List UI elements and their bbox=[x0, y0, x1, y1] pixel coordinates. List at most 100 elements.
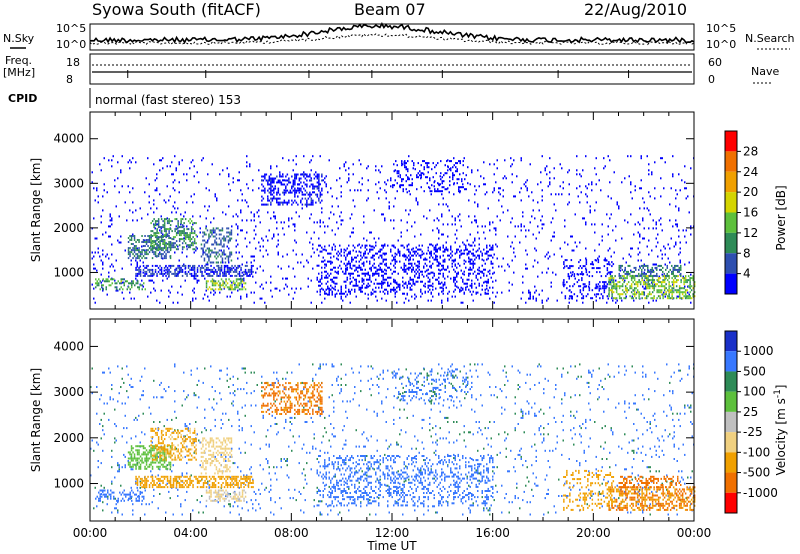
heatmap-cell-0 bbox=[420, 295, 422, 298]
heatmap-cell-0 bbox=[595, 283, 597, 286]
heatmap-cell-0 bbox=[141, 375, 143, 378]
heatmap-cell-3 bbox=[178, 230, 181, 233]
heatmap-cell-0 bbox=[591, 223, 593, 226]
heatmap-cell-0 bbox=[442, 223, 444, 226]
heatmap-cell-0 bbox=[207, 480, 209, 483]
heatmap-cell-7 bbox=[318, 179, 320, 182]
heatmap-cell-8 bbox=[436, 278, 438, 281]
heatmap-cell-0 bbox=[114, 441, 116, 444]
heatmap-cell-11 bbox=[633, 289, 636, 292]
heatmap-cell-8 bbox=[399, 260, 401, 263]
heatmap-cell-11 bbox=[615, 287, 618, 290]
heatmap-cell-0 bbox=[654, 263, 656, 266]
heatmap-cell-4 bbox=[145, 264, 148, 267]
heatmap-cell-4 bbox=[210, 270, 212, 273]
heatmap-cell-6 bbox=[238, 278, 241, 281]
heatmap-cell-9 bbox=[455, 166, 457, 169]
heatmap-cell-8 bbox=[351, 272, 353, 275]
heatmap-cell-0 bbox=[97, 201, 99, 204]
heatmap-cell-5 bbox=[229, 239, 231, 242]
heatmap-cell-0 bbox=[351, 231, 353, 234]
heatmap-cell-0 bbox=[240, 295, 242, 298]
heatmap-cell-5 bbox=[221, 251, 224, 254]
heatmap-cell-8 bbox=[484, 280, 486, 283]
heatmap-cell-0 bbox=[441, 193, 443, 196]
heatmap-cell-0 bbox=[648, 253, 650, 256]
heatmap-cell-4 bbox=[150, 272, 152, 275]
heatmap-cell-0 bbox=[253, 229, 255, 232]
heatmap-cell-8 bbox=[321, 246, 323, 249]
heatmap-cell-0 bbox=[168, 490, 170, 493]
heatmap-cell-0 bbox=[529, 291, 531, 294]
heatmap-cell-8 bbox=[391, 244, 393, 247]
heatmap-cell-0 bbox=[483, 259, 485, 262]
heatmap-cell-0 bbox=[367, 179, 369, 182]
heatmap-cell-0 bbox=[121, 267, 123, 270]
heatmap-cell-0 bbox=[276, 201, 278, 204]
heatmap-cell-0 bbox=[544, 167, 546, 170]
heatmap-cell-10 bbox=[599, 267, 601, 270]
heatmap-cell-0 bbox=[685, 187, 687, 190]
heatmap-cell-5 bbox=[220, 239, 222, 242]
heatmap-cell-9 bbox=[401, 180, 403, 183]
heatmap-cell-8 bbox=[448, 270, 450, 273]
heatmap-cell-8 bbox=[330, 252, 332, 255]
heatmap-cell-12 bbox=[665, 268, 667, 271]
heatmap-cell-0 bbox=[475, 221, 477, 224]
heatmap-cell-0 bbox=[399, 283, 401, 286]
heatmap-cell-2 bbox=[148, 251, 151, 254]
heatmap-cell-4 bbox=[202, 274, 205, 277]
heatmap-cell-0 bbox=[229, 392, 231, 395]
heatmap-cell-0 bbox=[670, 237, 672, 240]
heatmap-cell-8 bbox=[339, 264, 341, 267]
heatmap-cell-8 bbox=[486, 244, 488, 247]
heatmap-cell-0 bbox=[291, 449, 293, 452]
heatmap-cell-7 bbox=[316, 185, 319, 188]
heatmap-cell-8 bbox=[414, 282, 416, 285]
heatmap-cell-8 bbox=[330, 288, 332, 291]
heatmap-cell-6 bbox=[231, 288, 233, 291]
heatmap-cell-0 bbox=[348, 173, 350, 176]
heatmap-cell-8 bbox=[382, 278, 384, 281]
heatmap-cell-8 bbox=[375, 266, 377, 269]
heatmap-cell-0 bbox=[165, 271, 167, 274]
heatmap-cell-0 bbox=[144, 433, 146, 436]
heatmap-cell-0 bbox=[538, 209, 540, 212]
heatmap-cell-0 bbox=[394, 281, 396, 284]
heatmap-cell-8 bbox=[403, 282, 405, 285]
heatmap-cell-12 bbox=[618, 264, 620, 267]
heatmap-cell-6 bbox=[232, 288, 235, 291]
heatmap-cell-3 bbox=[175, 248, 178, 251]
heatmap-cell-0 bbox=[582, 301, 584, 304]
heatmap-cell-8 bbox=[318, 264, 320, 267]
heatmap-cell-8 bbox=[384, 252, 386, 255]
heatmap-cell-0 bbox=[432, 271, 434, 274]
heatmap-cell-4 bbox=[138, 272, 140, 275]
heatmap-cell-8 bbox=[325, 282, 327, 285]
heatmap-cell-0 bbox=[352, 227, 354, 230]
heatmap-cell-0 bbox=[145, 177, 147, 180]
heatmap-cell-8 bbox=[349, 250, 351, 253]
heatmap-cell-0 bbox=[529, 295, 531, 298]
heatmap-cell-8 bbox=[424, 258, 426, 261]
heatmap-cell-9 bbox=[455, 162, 457, 165]
heatmap-cell-0 bbox=[183, 371, 185, 374]
heatmap-cell-0 bbox=[526, 253, 528, 256]
heatmap-cell-8 bbox=[328, 260, 330, 263]
heatmap-cell-10 bbox=[582, 289, 585, 292]
heatmap-cell-0 bbox=[178, 259, 180, 262]
heatmap-cell-0 bbox=[91, 257, 93, 260]
heatmap-cell-11 bbox=[608, 295, 610, 298]
heatmap-cell-8 bbox=[490, 246, 492, 249]
heatmap-cell-0 bbox=[130, 437, 132, 440]
heatmap-cell-0 bbox=[277, 251, 279, 254]
heatmap-cell-7 bbox=[261, 195, 263, 198]
heatmap-cell-10 bbox=[599, 285, 601, 288]
heatmap-cell-0 bbox=[306, 231, 308, 234]
heatmap-cell-3 bbox=[163, 228, 166, 231]
heatmap-cell-4 bbox=[142, 268, 145, 271]
heatmap-cell-10 bbox=[566, 259, 568, 262]
heatmap-cell-0 bbox=[91, 283, 93, 286]
heatmap-cell-8 bbox=[403, 270, 405, 273]
heatmap-cell-8 bbox=[430, 292, 432, 295]
